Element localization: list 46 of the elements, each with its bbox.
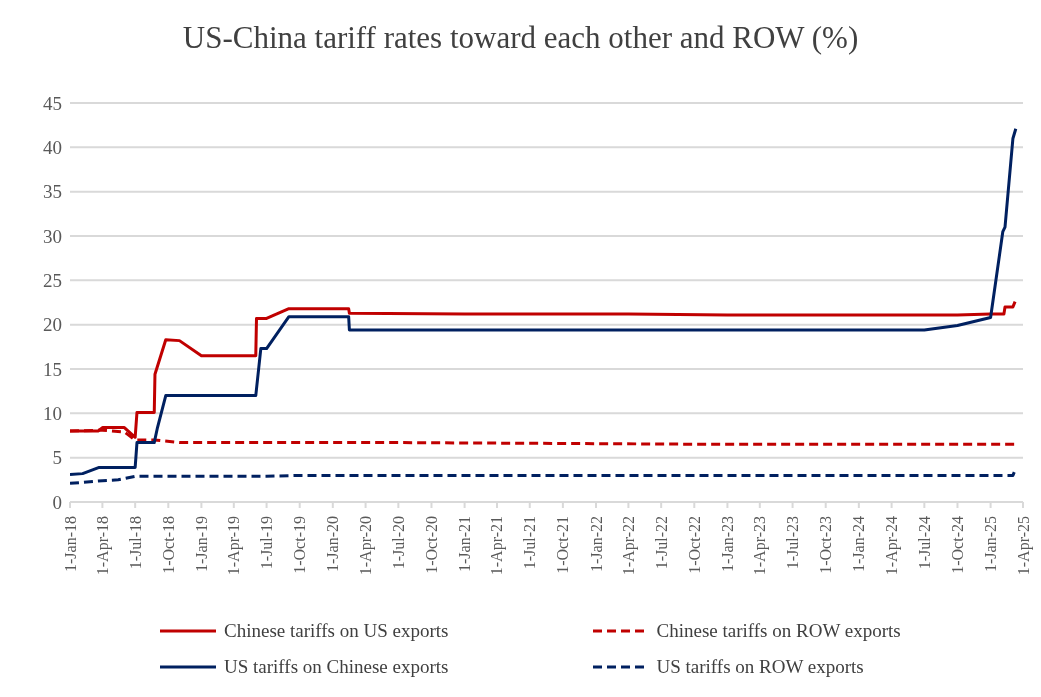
y-tick-label: 25 [43,270,62,292]
x-tick-label: 1-Jul-22 [652,516,670,570]
x-tick-label: 1-Apr-21 [488,516,507,576]
x-tick-label: 1-Apr-18 [93,516,112,576]
line-series [70,127,1018,477]
x-tick-label: 1-Apr-25 [1014,516,1033,576]
y-tick-label: 5 [52,447,62,469]
x-tick-label: 1-Jan-19 [192,516,210,572]
x-tick-label: 1-Jul-24 [915,516,933,570]
x-tick-label: 1-Oct-20 [422,516,440,574]
y-tick-label: 45 [43,92,62,114]
y-tick-label: 35 [43,181,62,203]
y-tick-label: 15 [43,358,62,380]
x-tick-label: 1-Oct-19 [291,516,309,574]
x-tick-label: 1-Jan-24 [850,516,868,572]
x-tick-label: 1-Apr-22 [619,516,638,576]
x-tick-label: 1-Jan-25 [982,516,1000,572]
x-tick-label: 1-Apr-24 [883,516,902,576]
x-tick-label: 1-Oct-18 [159,516,177,574]
legend-label: Chinese tariffs on ROW exports [656,620,901,642]
x-tick-label: 1-Jan-20 [324,516,342,572]
x-tick-label: 1-Oct-23 [817,516,835,574]
x-tick-label: 1-Apr-23 [751,516,770,576]
y-tick-label: 10 [43,403,62,425]
x-tick-label: 1-Jul-23 [784,516,802,570]
chart-title: US-China tariff rates toward each other and ROW (%) [181,19,860,57]
legend-label: US tariffs on ROW exports [656,656,864,678]
x-tick-label: 1-Jan-22 [587,516,605,572]
legend-label: US tariffs on Chinese exports [224,656,449,678]
x-tick-label: 1-Jul-18 [126,516,144,570]
x-tick-label: 1-Jan-21 [456,516,474,572]
y-tick-label: 0 [52,491,62,513]
x-tick-label: 1-Oct-24 [948,516,966,574]
x-tick-label: 1-Oct-22 [685,516,703,574]
x-tick-label: 1-Jul-19 [258,516,276,570]
x-tick-label: 1-Apr-19 [225,516,244,576]
x-tick-label: 1-Oct-21 [554,516,572,574]
y-tick-label: 20 [43,314,62,336]
x-tick-label: 1-Jan-23 [718,516,736,572]
y-tick-label: 40 [43,137,62,159]
y-tick-label: 30 [43,225,62,247]
x-tick-label: 1-Jul-21 [521,516,539,570]
x-tick-label: 1-Jan-18 [61,516,79,572]
legend-label: Chinese tariffs on US exports [224,620,449,642]
x-tick-label: 1-Jul-20 [389,516,407,570]
x-tick-label: 1-Apr-20 [357,516,376,576]
